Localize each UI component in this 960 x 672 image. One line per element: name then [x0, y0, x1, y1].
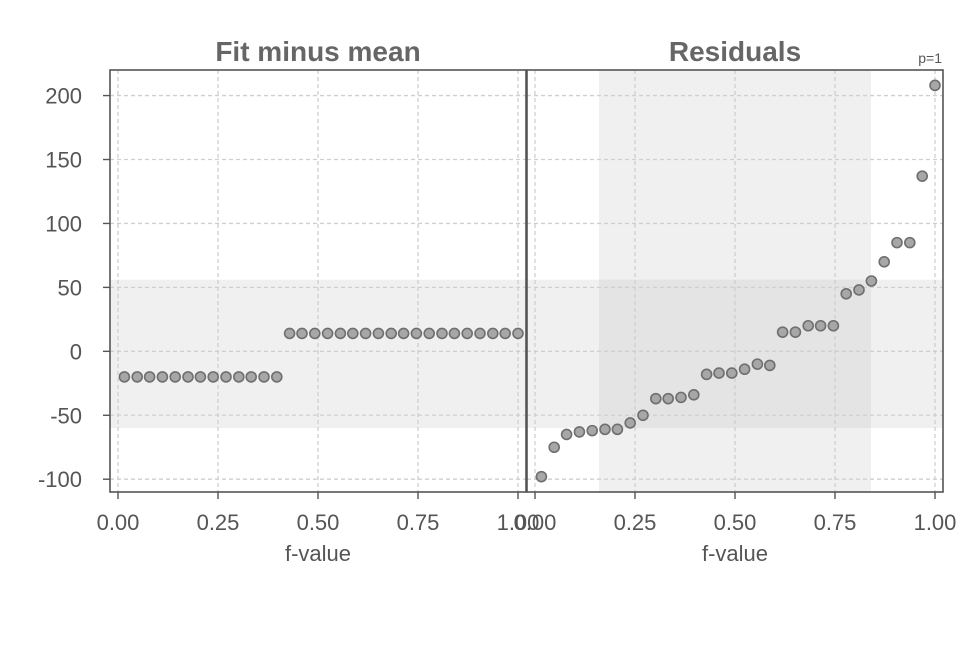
panel-title-residuals: Residuals	[669, 36, 801, 67]
data-point	[346, 327, 359, 340]
data-point	[560, 428, 573, 441]
data-point	[499, 327, 512, 340]
data-point	[474, 327, 486, 340]
x-axis-label-left: f-value	[285, 541, 351, 566]
y-tick-label: 0	[70, 339, 82, 364]
data-point	[789, 326, 802, 338]
data-point	[182, 371, 194, 383]
x-tick-label: 0.50	[297, 510, 340, 535]
data-point	[662, 392, 675, 405]
data-point	[220, 371, 232, 383]
data-point	[334, 327, 347, 340]
data-point	[397, 327, 410, 340]
data-point	[929, 79, 941, 92]
data-point	[283, 327, 296, 340]
data-point	[599, 423, 611, 436]
x-tick-label: 0.75	[397, 510, 440, 535]
data-point	[751, 358, 764, 370]
data-point	[853, 284, 865, 296]
data-point	[548, 441, 561, 454]
data-point	[738, 363, 751, 376]
data-point	[308, 327, 321, 340]
panel-fit-minus-mean: 0.00 0.25 0.50 0.75 1.00 200 150 100 50 0 -50 -100	[38, 69, 540, 535]
data-point	[372, 327, 385, 340]
panel-residuals: 0.00 0.25 0.50 0.75 1.00	[514, 69, 957, 535]
data-point	[296, 327, 308, 340]
corner-note: p=1	[918, 50, 942, 66]
y-tick-label: 100	[45, 211, 82, 236]
x-tick-label: 0.50	[714, 510, 757, 535]
y-tick-label: 150	[45, 148, 82, 173]
data-point	[878, 256, 891, 268]
data-point	[725, 367, 738, 379]
data-point	[258, 371, 270, 383]
data-point	[903, 236, 916, 249]
data-point	[321, 327, 334, 340]
data-point	[143, 371, 156, 383]
data-point	[410, 327, 423, 340]
data-point	[385, 327, 398, 340]
data-point	[245, 371, 257, 383]
data-point	[118, 371, 131, 383]
data-point	[827, 319, 840, 332]
data-point	[865, 275, 878, 287]
data-point	[207, 371, 219, 383]
data-point	[270, 371, 283, 383]
x-tick-label: 0.00	[514, 510, 557, 535]
data-point	[169, 371, 181, 383]
data-point	[687, 389, 700, 401]
x-tick-label: 0.75	[814, 510, 857, 535]
data-point	[840, 287, 853, 300]
y-tick-label: 200	[45, 84, 82, 109]
x-tick-label: 1.00	[914, 510, 957, 535]
data-point	[916, 170, 929, 182]
data-point	[675, 391, 687, 404]
data-point	[700, 368, 713, 381]
data-point	[713, 367, 725, 379]
y-tick-label: -50	[50, 403, 82, 428]
y-tick-label: 50	[58, 275, 82, 300]
data-point	[611, 423, 624, 436]
data-point	[649, 392, 662, 405]
x-axis-label-right: f-value	[702, 541, 768, 566]
data-point	[233, 371, 245, 383]
data-point	[624, 417, 637, 429]
y-tick-label: -100	[38, 467, 82, 492]
data-point	[891, 236, 903, 249]
data-point	[486, 327, 499, 340]
x-tick-label: 0.00	[97, 510, 140, 535]
data-point	[461, 327, 474, 340]
data-point	[573, 426, 586, 438]
data-point	[637, 409, 649, 422]
x-tick-label: 1.00	[497, 510, 540, 535]
data-point	[448, 327, 461, 340]
panel-title-fit-minus-mean: Fit minus mean	[215, 36, 420, 67]
data-point	[512, 327, 524, 340]
data-point	[802, 319, 815, 332]
data-point	[763, 359, 776, 372]
data-point	[423, 327, 436, 340]
x-tick-label: 0.25	[197, 510, 240, 535]
data-point	[814, 319, 827, 332]
data-point	[586, 424, 599, 437]
data-point	[436, 327, 448, 340]
data-point	[359, 327, 372, 340]
x-tick-label: 0.25	[614, 510, 657, 535]
data-point	[535, 470, 548, 483]
data-point	[131, 371, 143, 383]
data-point	[156, 371, 169, 383]
data-point	[776, 326, 789, 338]
data-point	[194, 371, 207, 383]
